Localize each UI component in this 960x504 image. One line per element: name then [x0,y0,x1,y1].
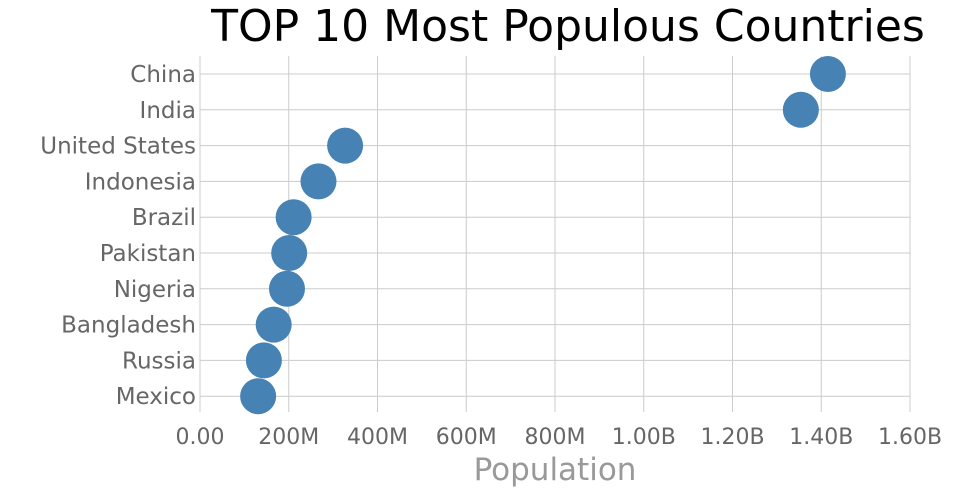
x-tick-label: 600M [436,425,497,450]
y-tick-label: United States [40,134,196,160]
y-tick-label: Nigeria [114,277,196,303]
y-tick-label: Indonesia [85,169,196,195]
data-point[interactable] [240,378,277,415]
x-tick-label: 1.40B [789,425,853,450]
y-tick-label: Bangladesh [61,313,196,339]
y-tick-labels: China India United States Indonesia Brazil Pa… [40,62,196,410]
data-point[interactable] [268,270,305,307]
grid-layer [199,56,911,412]
data-point[interactable] [245,342,282,379]
x-tick-label: 200M [258,425,319,450]
y-tick-label: Brazil [132,205,196,231]
chart-title: TOP 10 Most Populous Countries [210,1,925,52]
x-tick-label: 1.20B [700,425,764,450]
x-tick-label: 400M [347,425,408,450]
data-point[interactable] [255,306,292,343]
y-tick-label: Pakistan [100,241,196,267]
y-tick-label: Russia [122,348,196,374]
data-point[interactable] [327,127,364,164]
x-tick-label: 800M [525,425,586,450]
data-point[interactable] [300,163,337,200]
x-tick-label: 1.60B [878,425,942,450]
x-tick-label: 1.00B [612,425,676,450]
data-point[interactable] [782,91,819,128]
x-axis-title: Population [474,452,637,488]
y-tick-label: Mexico [116,384,196,410]
data-point[interactable] [275,199,312,236]
x-tick-labels: 0.00 200M 400M 600M 800M 1.00B 1.20B 1.40B 1.60B [176,425,943,450]
data-point[interactable] [809,56,846,92]
y-tick-label: China [130,62,196,88]
y-tick-label: India [140,98,196,124]
x-tick-label: 0.00 [176,425,225,450]
data-points [240,56,846,415]
data-point[interactable] [271,235,308,271]
